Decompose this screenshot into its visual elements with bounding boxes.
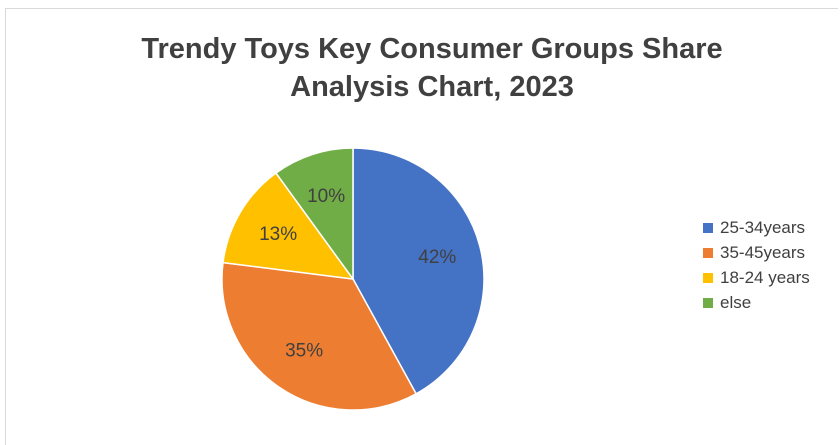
legend-item-18-24-years: 18-24 years (703, 265, 810, 290)
legend-swatch (703, 272, 713, 283)
chart-legend: 25-34years 35-45years 18-24 years else (703, 215, 810, 315)
pie-data-labels: 42% 35% 13% 10% (259, 186, 456, 362)
chart-title-line-2: Analysis Chart, 2023 (290, 71, 574, 103)
legend-swatch (703, 297, 713, 308)
pie-data-label: 10% (307, 186, 345, 207)
pie-data-label: 42% (418, 247, 456, 268)
pie-slice-else (274, 147, 354, 282)
legend-item-35-45years: 35-45years (703, 240, 810, 265)
legend-label: 18-24 years (720, 267, 810, 287)
legend-label: 35-45years (720, 242, 806, 262)
legend-item-25-34years: 25-34years (703, 215, 810, 240)
legend-label: 25-34years (720, 217, 806, 237)
pie-slice-18-24-years (222, 171, 355, 280)
chart-title-line-1: Trendy Toys Key Consumer Groups Share (141, 33, 723, 65)
pie-data-label: 13% (259, 224, 297, 245)
legend-swatch (703, 247, 713, 258)
legend-label: else (720, 292, 752, 312)
pie-slices (221, 147, 485, 411)
legend-swatch (703, 222, 713, 233)
chart-title: Trendy Toys Key Consumer Groups Share An… (0, 30, 840, 106)
pie-slice-35-45years (221, 261, 418, 411)
pie-slice-25-34years (352, 147, 485, 395)
legend-item-else: else (703, 290, 810, 315)
pie-data-label: 35% (285, 340, 323, 361)
